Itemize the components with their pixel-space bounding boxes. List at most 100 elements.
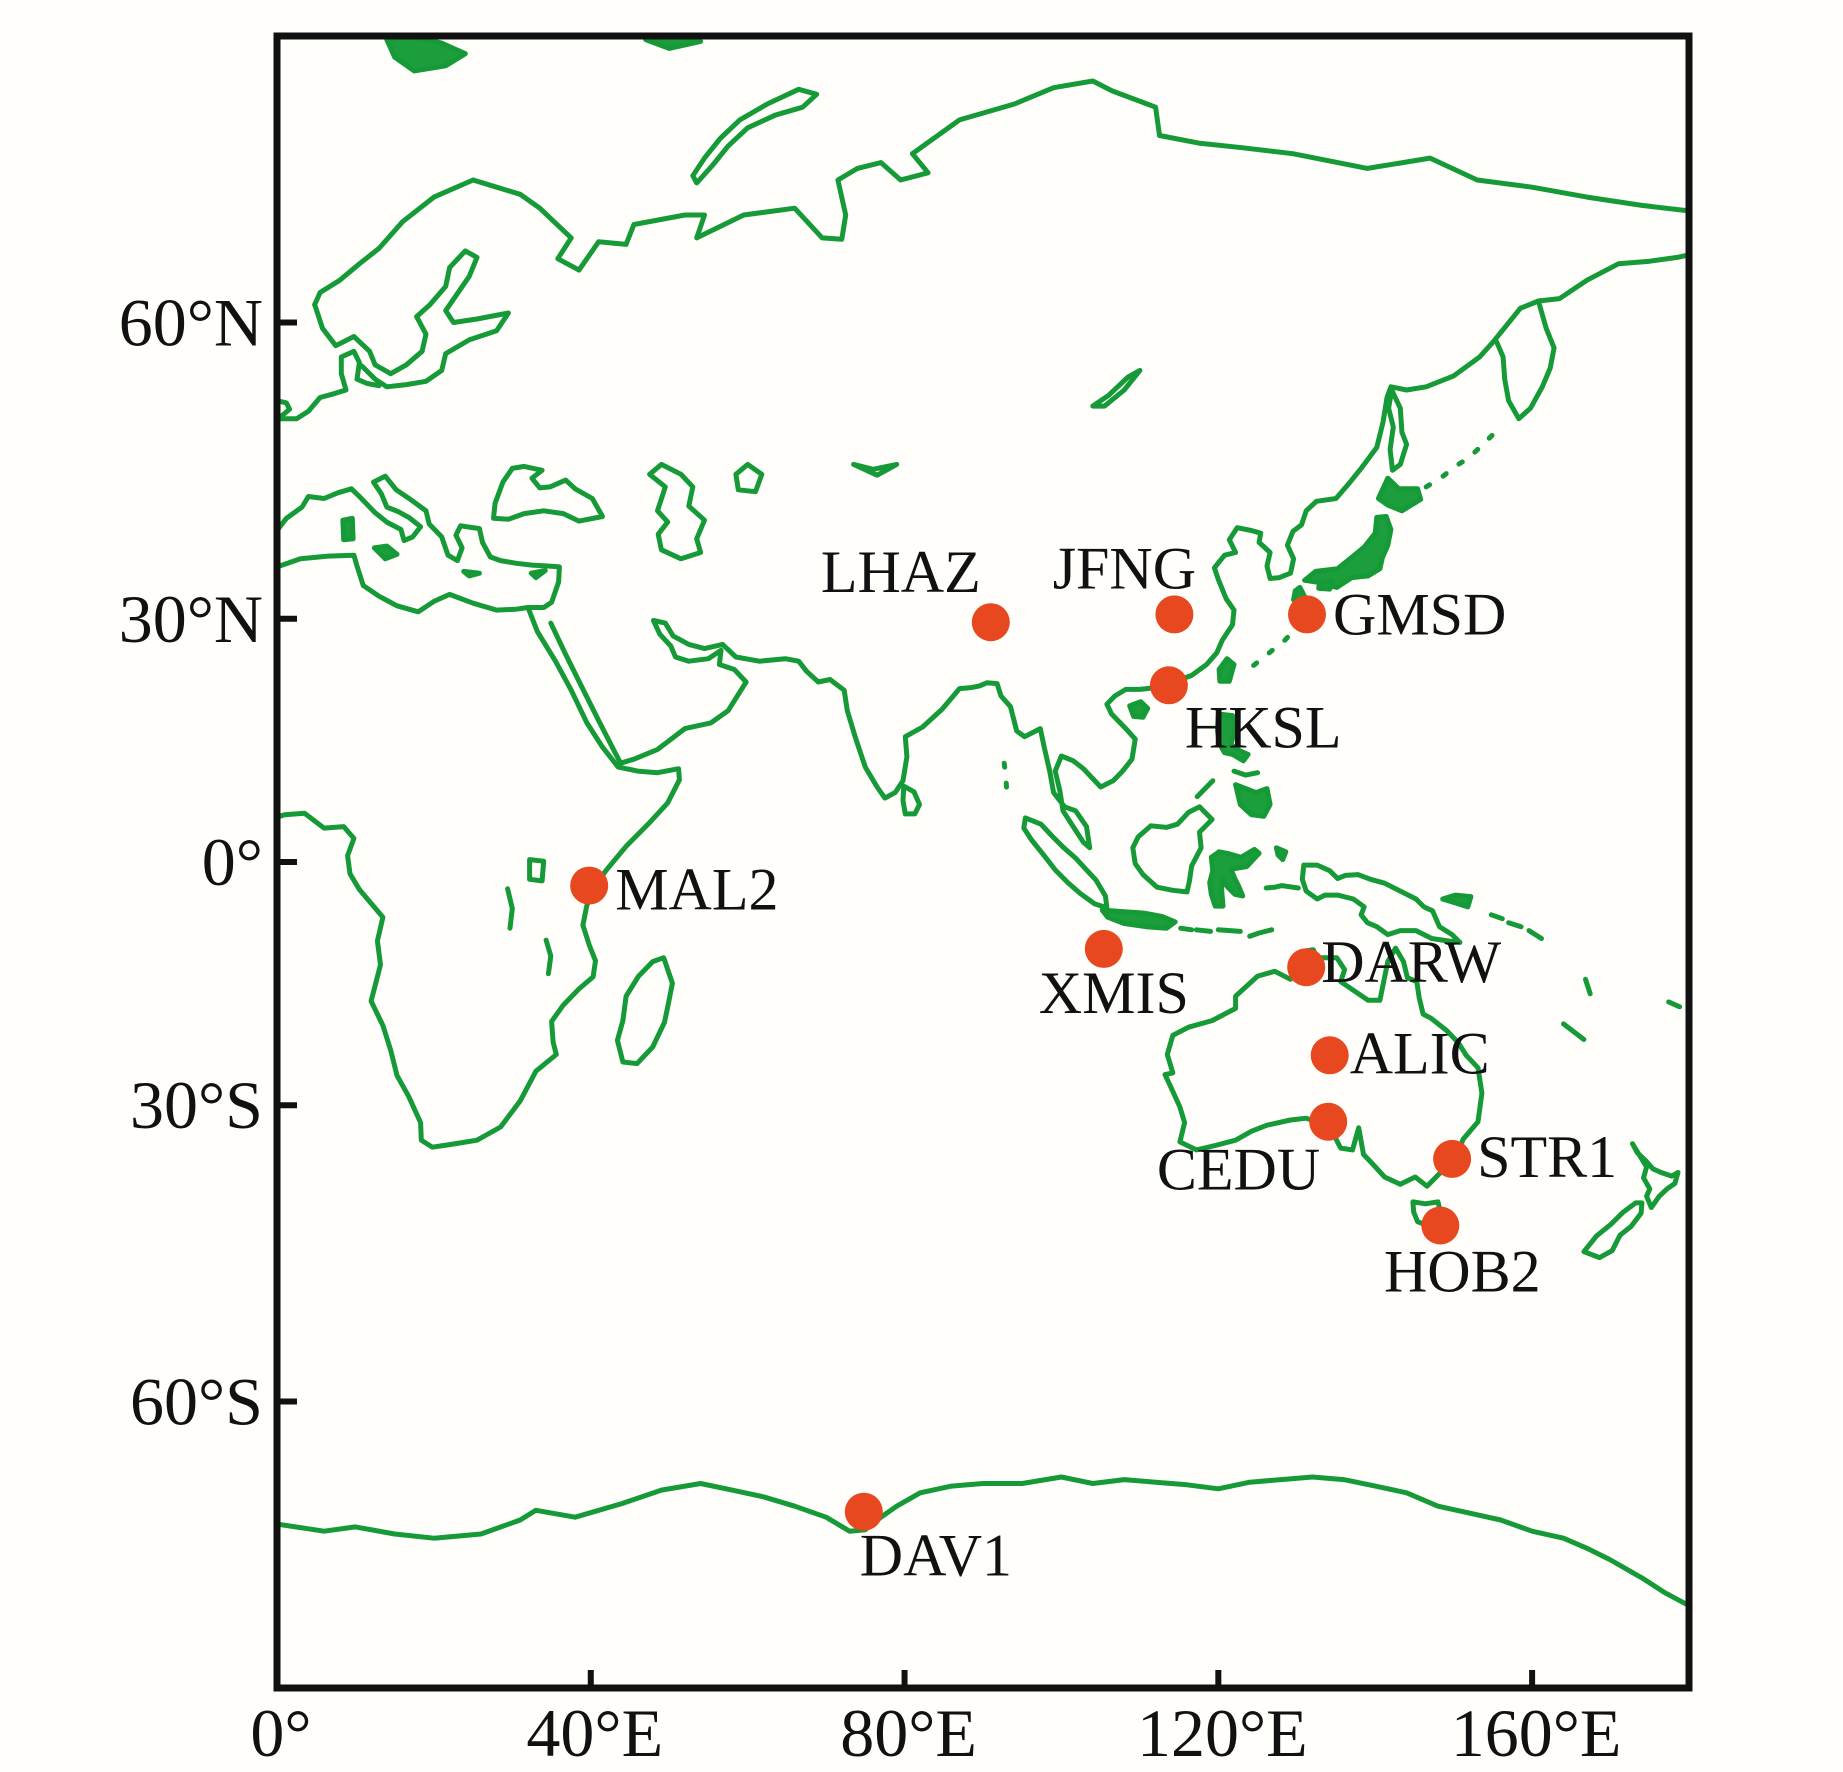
coastline-lesser-sunda-2 xyxy=(1193,927,1213,934)
stations-layer: LHAZ JFNG GMSD HKSL MAL2 XMIS DARW ALIC CEDU STR1… xyxy=(570,535,1617,1589)
y-tick-label--30: 30°S xyxy=(130,1067,263,1143)
station-label-CEDU: CEDU xyxy=(1157,1137,1320,1203)
coastline-java xyxy=(1099,907,1178,931)
coastline-mindanao xyxy=(1233,782,1273,819)
axes-layer: 60°N 30°N 0° 30°S 60°S 0° 40°E 80°E 120°E 160°E xyxy=(119,284,1622,1771)
coastline-nz-south-island xyxy=(1581,1200,1645,1261)
station-label-MAL2: MAL2 xyxy=(615,857,778,923)
station-label-DAV1: DAV1 xyxy=(860,1523,1012,1589)
coastline-crete xyxy=(461,568,482,579)
coastline-sri-lanka xyxy=(900,783,922,817)
station-dot-MAL2 xyxy=(570,866,609,905)
coastline-lake-baikal xyxy=(1090,367,1143,409)
y-tick-label-30: 30°N xyxy=(119,581,263,657)
coastline-shikoku xyxy=(1316,578,1336,592)
station-label-ALIC: ALIC xyxy=(1350,1020,1490,1086)
coastline-honshu xyxy=(1302,514,1394,590)
coastline-kuril-islands xyxy=(1423,424,1504,490)
coastline-svalbard xyxy=(384,36,468,74)
map-frame-border xyxy=(273,32,1693,1692)
station-dot-HKSL xyxy=(1149,666,1188,705)
station-label-LHAZ: LHAZ xyxy=(821,539,981,605)
station-label-DARW: DARW xyxy=(1321,929,1501,995)
station-label-XMIS: XMIS xyxy=(1039,960,1189,1026)
station-dot-HOB2 xyxy=(1421,1206,1460,1245)
coastline-hainan xyxy=(1127,699,1151,720)
x-tick-label-160: 160°E xyxy=(1451,1695,1622,1771)
coastline-fiji xyxy=(1666,999,1683,1010)
coastline-caspian-sea xyxy=(647,461,707,562)
station-label-JFNG: JFNG xyxy=(1053,535,1196,601)
coastline-sicily xyxy=(371,543,400,562)
coastline-new-britain xyxy=(1440,892,1474,910)
coastlines-layer xyxy=(277,36,1689,1609)
coastline-redsea-africa-coast xyxy=(277,605,682,1150)
station-dot-XMIS xyxy=(1084,929,1123,968)
station-dot-JFNG xyxy=(1155,595,1194,634)
coastline-mediterranean-south xyxy=(277,552,531,615)
coastline-black-sea xyxy=(491,463,605,524)
coastline-andaman-islands xyxy=(1001,760,1010,802)
station-dot-DAV1 xyxy=(844,1492,883,1531)
coastline-australia xyxy=(1162,945,1485,1189)
station-dot-DARW xyxy=(1287,948,1326,987)
coastline-vanuatu xyxy=(1583,976,1593,997)
coastline-ceram xyxy=(1263,883,1301,891)
station-dot-LHAZ xyxy=(971,603,1010,642)
coastline-cyprus xyxy=(528,568,548,581)
coastline-solomons-2 xyxy=(1506,920,1524,930)
coastline-novaya-zemlya xyxy=(690,86,820,186)
station-dot-ALIC xyxy=(1310,1036,1349,1075)
coastline-asia-south-east-coast xyxy=(651,252,1689,851)
coastline-north-sea-denmark xyxy=(277,348,382,422)
coastline-lake-malawi xyxy=(543,937,554,977)
station-label-HKSL: HKSL xyxy=(1185,694,1342,760)
coastline-antarctica xyxy=(277,1474,1689,1609)
coastline-sumatra xyxy=(1021,815,1110,911)
coastline-halmahera xyxy=(1273,845,1289,863)
station-dot-STR1 xyxy=(1433,1139,1472,1178)
x-tick-label-120: 120°E xyxy=(1137,1695,1308,1771)
y-tick-label-0: 0° xyxy=(202,824,263,900)
coastline-palawan xyxy=(1194,778,1216,800)
coastline-flores xyxy=(1215,927,1243,934)
coastline-baltic xyxy=(312,248,511,390)
coastline-lake-balkhash xyxy=(851,461,900,478)
coastline-luzon xyxy=(1215,711,1251,764)
coastline-lake-tanganyika xyxy=(505,886,515,931)
coastline-madagascar xyxy=(614,955,675,1067)
coastline-lesser-sunda-1 xyxy=(1178,925,1195,933)
coastline-hokkaido xyxy=(1375,475,1424,514)
coastline-arabia xyxy=(548,618,749,766)
coastline-new-caledonia xyxy=(1561,1021,1587,1042)
coastline-sulawesi xyxy=(1207,846,1262,909)
x-tick-label-0: 0° xyxy=(250,1695,311,1771)
station-label-HOB2: HOB2 xyxy=(1384,1239,1541,1305)
coastline-sardinia xyxy=(340,515,356,543)
coastline-lake-victoria xyxy=(527,857,547,884)
y-tick-label-60: 60°N xyxy=(119,284,263,360)
y-tick-label--60: 60°S xyxy=(130,1364,263,1440)
coastline-norway xyxy=(312,177,476,308)
coastline-borneo xyxy=(1130,804,1215,895)
station-dot-GMSD xyxy=(1288,595,1326,634)
coastline-visayas xyxy=(1231,768,1261,778)
coastline-nz-north-island xyxy=(1630,1141,1681,1210)
station-dot-CEDU xyxy=(1309,1102,1348,1141)
coastline-kamchatka xyxy=(1494,298,1557,422)
coastline-timor xyxy=(1247,927,1275,939)
station-label-STR1: STR1 xyxy=(1477,1124,1617,1190)
coastline-mediterranean-north xyxy=(277,473,562,610)
x-tick-label-80: 80°E xyxy=(840,1695,977,1771)
x-tick-label-40: 40°E xyxy=(526,1695,663,1771)
coastline-solomons-3 xyxy=(1526,928,1544,941)
coastline-aral-sea xyxy=(733,461,765,495)
coastline-arctic-coast xyxy=(470,78,1689,273)
coastline-taiwan xyxy=(1216,656,1237,684)
station-label-GMSD: GMSD xyxy=(1333,581,1506,647)
coastline-solomons-1 xyxy=(1488,912,1505,922)
coastline-ryukyu-islands xyxy=(1251,624,1300,668)
coastline-sakhalin xyxy=(1386,387,1410,473)
coastline-new-guinea xyxy=(1299,862,1463,945)
